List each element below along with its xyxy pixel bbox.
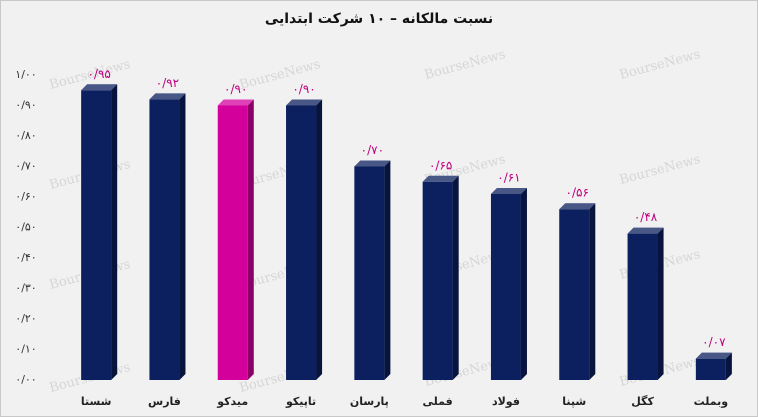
bar-side-shade [179, 93, 186, 381]
value-label: ۰/۴۸ [634, 210, 658, 224]
bar [217, 105, 248, 380]
x-tick-label: فولاد [492, 395, 520, 408]
bar-top-shade [627, 227, 664, 234]
x-tick-label: شپنا [562, 395, 586, 408]
bar-top [422, 175, 459, 182]
bar-side [589, 203, 596, 380]
bar-top [286, 99, 323, 106]
bar-side-shade [520, 187, 527, 380]
x-tick-label: پارسان [350, 395, 389, 408]
bar-side-shade [657, 227, 664, 380]
value-label: ۰/۵۶ [566, 186, 589, 200]
bar-top-shade [422, 175, 459, 182]
bar-side [384, 160, 391, 380]
value-label: ۰/۹۰ [292, 82, 315, 96]
bar-top-shade [81, 84, 118, 91]
bar [559, 209, 590, 380]
bar-top [627, 227, 664, 234]
x-tick-label: شستا [81, 395, 112, 408]
value-label: ۰/۶۵ [429, 158, 452, 172]
x-tick-label: فارس [148, 395, 181, 408]
y-tick-label: ۰/۶۰ [15, 190, 36, 203]
y-tick-label: ۰/۵۰ [15, 221, 36, 234]
bar [627, 233, 658, 380]
value-label: ۰/۹۲ [156, 76, 179, 90]
x-tick-label: کگل [631, 395, 654, 408]
bar-top-shade [559, 203, 596, 210]
value-label: ۰/۷۰ [361, 143, 384, 157]
y-tick-label: ۰/۳۰ [15, 282, 36, 295]
bar-top-shade [695, 352, 732, 359]
chart-title: نسبت مالکانه – ۱۰ شرکت ابتدایی [265, 11, 493, 27]
bar-side [247, 99, 254, 380]
bar-side-shade [589, 203, 596, 380]
bar [354, 166, 385, 380]
y-tick-label: ۰/۱۰ [15, 343, 36, 356]
bar [695, 358, 726, 380]
bar-side-shade [247, 99, 254, 380]
bar-side-shade [452, 175, 459, 380]
x-tick-label: میدکو [216, 395, 248, 408]
value-label: ۰/۶۱ [497, 170, 520, 184]
bar [490, 193, 521, 380]
bar-top [217, 99, 254, 106]
y-tick-label: ۰/۹۰ [15, 99, 36, 112]
bar-side-shade [316, 99, 323, 380]
bar-top-shade [490, 187, 527, 194]
bar-top-shade [149, 93, 186, 100]
bar-top [81, 84, 118, 91]
value-label: ۰/۹۰ [224, 82, 247, 96]
x-tick-label: تاپیکو [285, 395, 316, 408]
y-tick-label: ۰/۰۰ [15, 373, 36, 386]
bar-side-shade [384, 160, 391, 380]
bar-side [452, 175, 459, 380]
bar-top [354, 160, 391, 167]
bar-side [179, 93, 186, 381]
bar-top-shade [217, 99, 254, 106]
y-tick-label: ۰/۴۰ [15, 251, 36, 264]
bar-side [657, 227, 664, 380]
x-tick-label: فملی [423, 395, 453, 408]
bar-side [520, 187, 527, 380]
bar-top [695, 352, 732, 359]
y-tick-label: ۰/۷۰ [15, 160, 36, 173]
bar-side [725, 352, 732, 380]
bar-side-shade [111, 84, 118, 380]
bar [81, 90, 112, 380]
bar-side-shade [725, 352, 732, 380]
bar-side [111, 84, 118, 380]
y-tick-label: ۰/۲۰ [15, 312, 36, 325]
bar-side [316, 99, 323, 380]
bar [149, 99, 180, 381]
bar-top-shade [286, 99, 323, 106]
bar-top [490, 187, 527, 194]
bar [422, 181, 453, 380]
y-tick-label: ۰/۸۰ [15, 129, 36, 142]
y-tick-label: ۱/۰۰ [15, 68, 36, 81]
bar-top [559, 203, 596, 210]
bar-top [149, 93, 186, 100]
x-tick-label: وبملت [694, 395, 729, 408]
value-label: ۰/۹۵ [87, 67, 110, 81]
bar [286, 105, 317, 380]
value-label: ۰/۰۷ [702, 335, 726, 349]
bar-top-shade [354, 160, 391, 167]
